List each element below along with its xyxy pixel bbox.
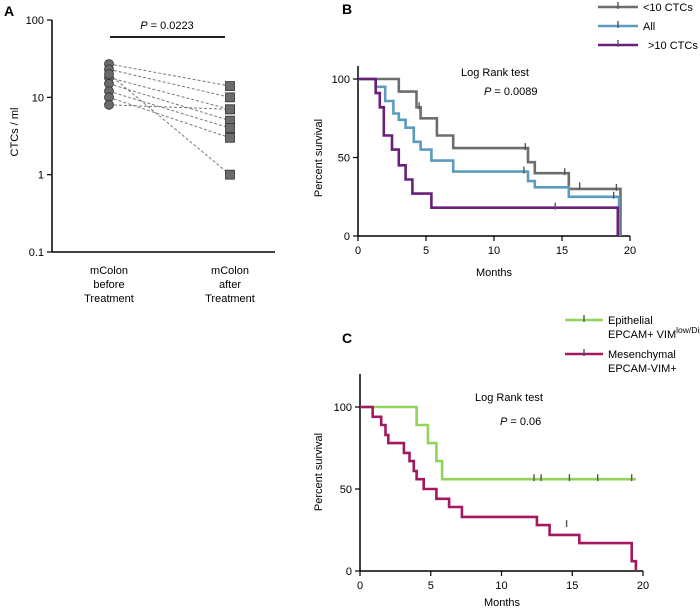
survival-curve <box>360 405 636 481</box>
panel-b: B Percent survival Months Log Rank test … <box>313 1 698 279</box>
panel-c: C Percent survival Months Log Rank test … <box>313 315 700 608</box>
panel-b-legend: <10 CTCs All >10 CTCs <box>598 2 698 52</box>
x-tick-label: 5 <box>423 245 429 257</box>
panel-a-category-labels: mColon before Treatment mColon after Treatmen… <box>84 265 255 305</box>
panel-a-letter: A <box>4 3 14 19</box>
point-after <box>225 132 235 143</box>
legend-label: Mesenchymal <box>608 349 676 361</box>
panel-c-pvalue: P = 0.06 <box>500 416 541 428</box>
x-tick-label: 0 <box>355 245 361 257</box>
legend-label-superscript: low/Dim <box>676 325 700 335</box>
pair-line <box>108 63 231 87</box>
point-before <box>104 69 114 79</box>
x-tick-label: 0 <box>357 580 363 592</box>
pair-line <box>108 104 231 110</box>
y-tick-label: 100 <box>332 74 350 86</box>
category-label-line: Treatment <box>84 293 134 305</box>
legend-label: EPCAM+ VIMlow/Dim <box>608 325 700 341</box>
pair-line <box>108 96 231 139</box>
pair-line <box>108 77 231 110</box>
legend-label: >10 CTCs <box>648 40 698 52</box>
y-tick-label: 50 <box>340 484 352 496</box>
x-tick-label: 10 <box>495 580 507 592</box>
survival-curve <box>360 405 638 571</box>
panel-a-y-ticks: 0.1 1 10 100 <box>26 15 52 259</box>
legend-label: All <box>643 21 655 33</box>
pair-line <box>108 73 231 176</box>
survival-curve <box>358 77 620 236</box>
panel-a-points <box>104 59 235 180</box>
legend-label: Epithelial <box>608 315 653 327</box>
point-after <box>225 169 235 180</box>
survival-curve <box>358 77 621 236</box>
panel-c-y-label: Percent survival <box>313 433 325 511</box>
panel-a: A CTCs / ml 0.1 1 10 100 P = 0.0223 mColon b… <box>4 3 275 305</box>
y-tick-label: 0.1 <box>29 247 44 259</box>
panel-c-x-label: Months <box>484 597 521 608</box>
panel-c-series <box>360 405 638 571</box>
panel-a-pvalue: P = 0.0223 <box>140 20 194 32</box>
y-tick-label: 50 <box>338 153 350 165</box>
panel-b-x-label: Months <box>476 267 513 279</box>
y-tick-label: 0 <box>344 231 350 243</box>
x-tick-label: 20 <box>624 245 636 257</box>
category-label-line: before <box>93 279 124 291</box>
y-tick-label: 1 <box>38 170 44 182</box>
panel-b-series <box>358 77 622 236</box>
point-after <box>225 123 235 134</box>
panel-b-ticks: 0 5 10 15 20 0 50 100 <box>332 74 636 257</box>
panel-b-pvalue: P = 0.0089 <box>484 86 538 98</box>
panel-b-letter: B <box>342 1 352 17</box>
pair-line <box>108 90 231 129</box>
y-tick-label: 100 <box>334 402 352 414</box>
survival-curve <box>358 77 622 236</box>
panel-a-y-label: CTCs / ml <box>9 108 21 157</box>
point-after <box>225 81 235 91</box>
category-label-line: Treatment <box>205 293 255 305</box>
panel-a-pair-lines <box>108 63 231 176</box>
legend-label: <10 CTCs <box>643 2 693 14</box>
x-tick-label: 15 <box>556 245 568 257</box>
pair-line <box>108 68 231 98</box>
y-tick-label: 0 <box>346 566 352 578</box>
category-label-line: mColon <box>90 265 128 277</box>
legend-label: EPCAM-VIM+ <box>608 363 677 375</box>
category-label-line: after <box>219 279 241 291</box>
y-tick-label: 10 <box>32 92 44 104</box>
pair-line <box>108 83 231 122</box>
x-tick-label: 20 <box>637 580 649 592</box>
point-after <box>225 92 235 103</box>
panel-c-ticks: 0 5 10 15 20 0 50 100 <box>334 402 649 592</box>
category-label-line: mColon <box>211 265 249 277</box>
point-after <box>225 104 235 115</box>
point-before <box>104 99 114 110</box>
x-tick-label: 15 <box>566 580 578 592</box>
x-tick-label: 5 <box>428 580 434 592</box>
x-tick-label: 10 <box>488 245 500 257</box>
panel-c-letter: C <box>342 330 352 346</box>
panel-b-annotation: Log Rank test <box>461 67 529 79</box>
y-tick-label: 100 <box>26 15 44 27</box>
panel-c-annotation: Log Rank test <box>475 392 543 404</box>
panel-b-y-label: Percent survival <box>313 119 325 197</box>
